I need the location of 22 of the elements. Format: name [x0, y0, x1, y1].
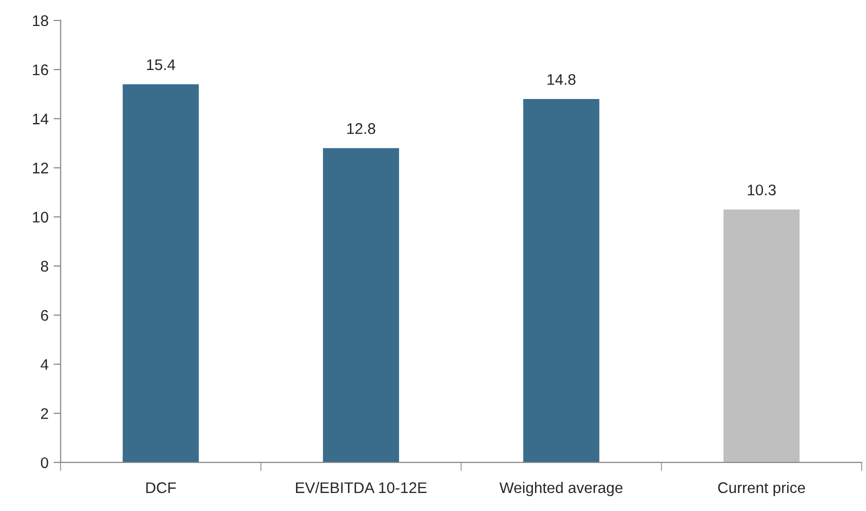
data-label: 10.3 [748, 184, 776, 196]
y-tick-label: 14 [32, 114, 48, 124]
bar [723, 210, 800, 462]
y-tick-label: 2 [41, 408, 48, 419]
data-label: 14.8 [548, 74, 576, 85]
y-tick-label: 6 [41, 310, 48, 321]
y-tick-label: 16 [32, 64, 48, 76]
data-label: 12.8 [347, 123, 376, 134]
data-label: 15.4 [147, 59, 176, 70]
y-tick-label: 10 [32, 212, 48, 223]
y-tick-label: 4 [40, 359, 48, 370]
x-tick-label: DCF [146, 482, 176, 494]
y-tick-label: 18 [32, 15, 48, 26]
x-tick-label: EV/EBITDA 10-12E [296, 482, 427, 494]
y-tick-label: 8 [40, 260, 48, 272]
y-tick-label: 0 [40, 457, 48, 468]
bar [322, 148, 400, 462]
x-tick-label: Weighted average [499, 482, 622, 496]
bar [523, 99, 600, 462]
x-tick-label: Current price [718, 482, 806, 496]
y-tick-label: 12 [32, 162, 48, 174]
bar [122, 84, 199, 462]
